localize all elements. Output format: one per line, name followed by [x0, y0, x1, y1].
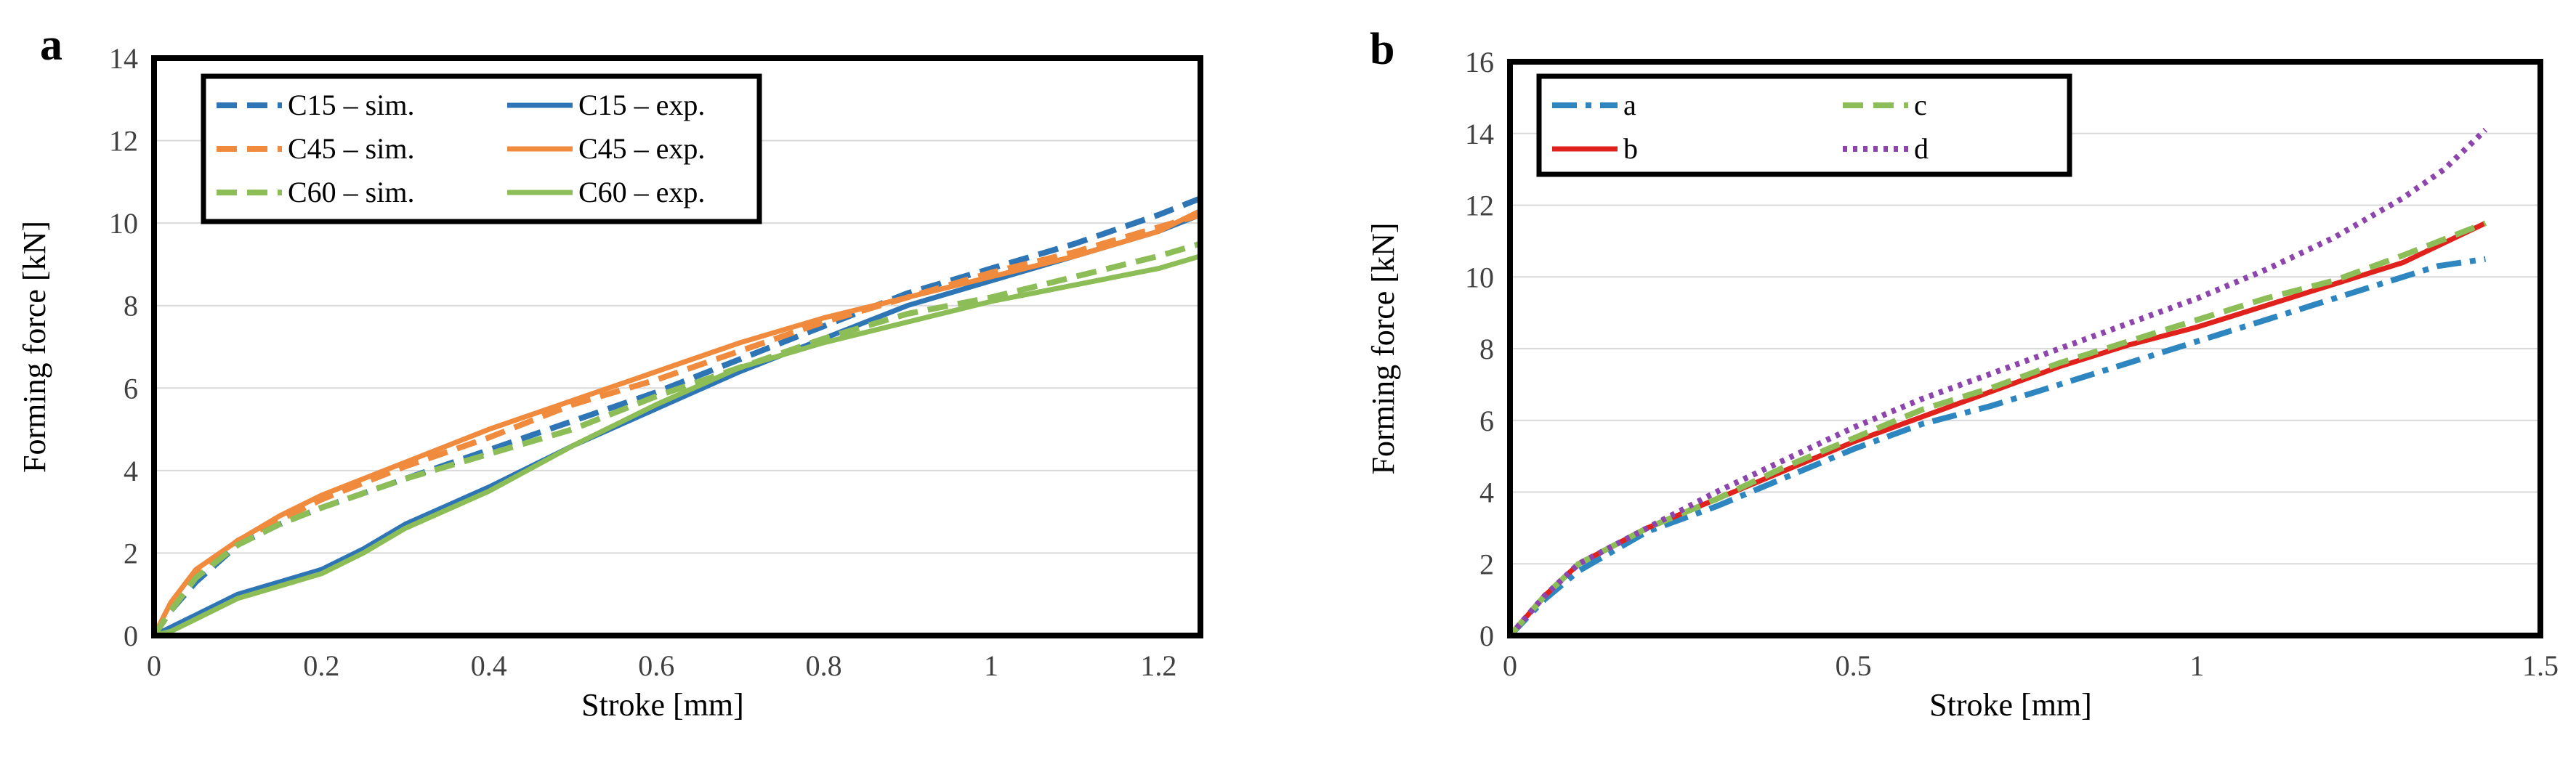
x-axis-label: Stroke [mm] — [1929, 687, 2092, 723]
legend-box — [1536, 73, 2072, 177]
chart-panel-b: b 0 2 4 6 8 10 12 14 16 0 0.5 1 1.5 Stroke [mm] Forming… — [1365, 25, 2559, 723]
series-line-c45-exp — [154, 208, 1200, 636]
y-tick-label: 4 — [124, 455, 138, 487]
series-line-c60-sim — [154, 240, 1200, 636]
series-line-d — [1510, 127, 2488, 636]
y-tick-label: 10 — [1465, 261, 1494, 293]
y-tick-label: 2 — [124, 537, 138, 569]
y-tick-label: 8 — [124, 290, 138, 322]
legend: a c b d — [1536, 73, 2072, 177]
legend-label: d — [1914, 132, 1929, 165]
plot-frame — [1507, 59, 2543, 638]
series-line-b — [1510, 221, 2487, 636]
panel-letter: a — [40, 20, 62, 70]
y-tick-label: 0 — [1479, 620, 1494, 652]
legend: C15 – sim. C15 – exp. C45 – sim. C45 – exp.… — [201, 73, 762, 224]
y-tick-label: 14 — [1465, 118, 1494, 150]
y-tick-label: 6 — [1479, 405, 1494, 437]
legend-label: C15 – sim. — [288, 89, 414, 121]
y-tick-label: 16 — [1465, 46, 1494, 78]
y-tick-label: 0 — [124, 620, 138, 652]
legend-label: C15 – exp. — [578, 89, 705, 121]
y-axis-label: Forming force [kN] — [1365, 222, 1401, 474]
legend-label: C45 – sim. — [288, 132, 414, 165]
x-tick-label: 1.5 — [2522, 649, 2559, 682]
plot-frame — [151, 55, 1203, 638]
x-tick-label: 1.2 — [1140, 649, 1176, 682]
series-line-c15-exp — [154, 212, 1200, 636]
x-tick-label: 0 — [1503, 649, 1517, 682]
legend-label: C45 – exp. — [578, 132, 705, 165]
legend-label: C60 – sim. — [288, 176, 414, 208]
legend-label: c — [1914, 89, 1927, 121]
y-tick-label: 14 — [109, 42, 138, 75]
x-tick-label: 1 — [984, 649, 998, 682]
y-tick-label: 4 — [1479, 476, 1494, 509]
legend-label: b — [1623, 132, 1638, 165]
x-tick-label: 0.4 — [471, 649, 507, 682]
y-tick-label: 12 — [1465, 190, 1494, 222]
x-tick-label: 0.8 — [806, 649, 842, 682]
series-line-c60-exp — [154, 253, 1200, 636]
y-tick-label: 2 — [1479, 548, 1494, 580]
y-tick-label: 8 — [1479, 333, 1494, 365]
x-tick-label: 0.5 — [1836, 649, 1872, 682]
x-axis-label: Stroke [mm] — [581, 687, 744, 723]
chart-panel-a: a 0 2 4 6 8 10 12 14 0 0.2 0.4 0.6 0.8 1 1.2 Stroke [mm]… — [17, 20, 1203, 723]
series-line-c — [1510, 220, 2487, 636]
legend-label: C60 – exp. — [578, 176, 705, 208]
y-axis-label: Forming force [kN] — [17, 221, 52, 473]
y-tick-label: 6 — [124, 372, 138, 405]
x-tick-label: 0 — [147, 649, 161, 682]
y-tick-label: 12 — [109, 125, 138, 158]
x-tick-label: 0.6 — [638, 649, 674, 682]
y-tick-label: 10 — [109, 207, 138, 240]
legend-label: a — [1623, 89, 1636, 121]
series-line-a — [1510, 256, 2486, 636]
legend-box — [201, 73, 762, 224]
x-tick-label: 1 — [2189, 649, 2204, 682]
panel-letter: b — [1370, 25, 1394, 74]
x-tick-label: 0.2 — [303, 649, 339, 682]
